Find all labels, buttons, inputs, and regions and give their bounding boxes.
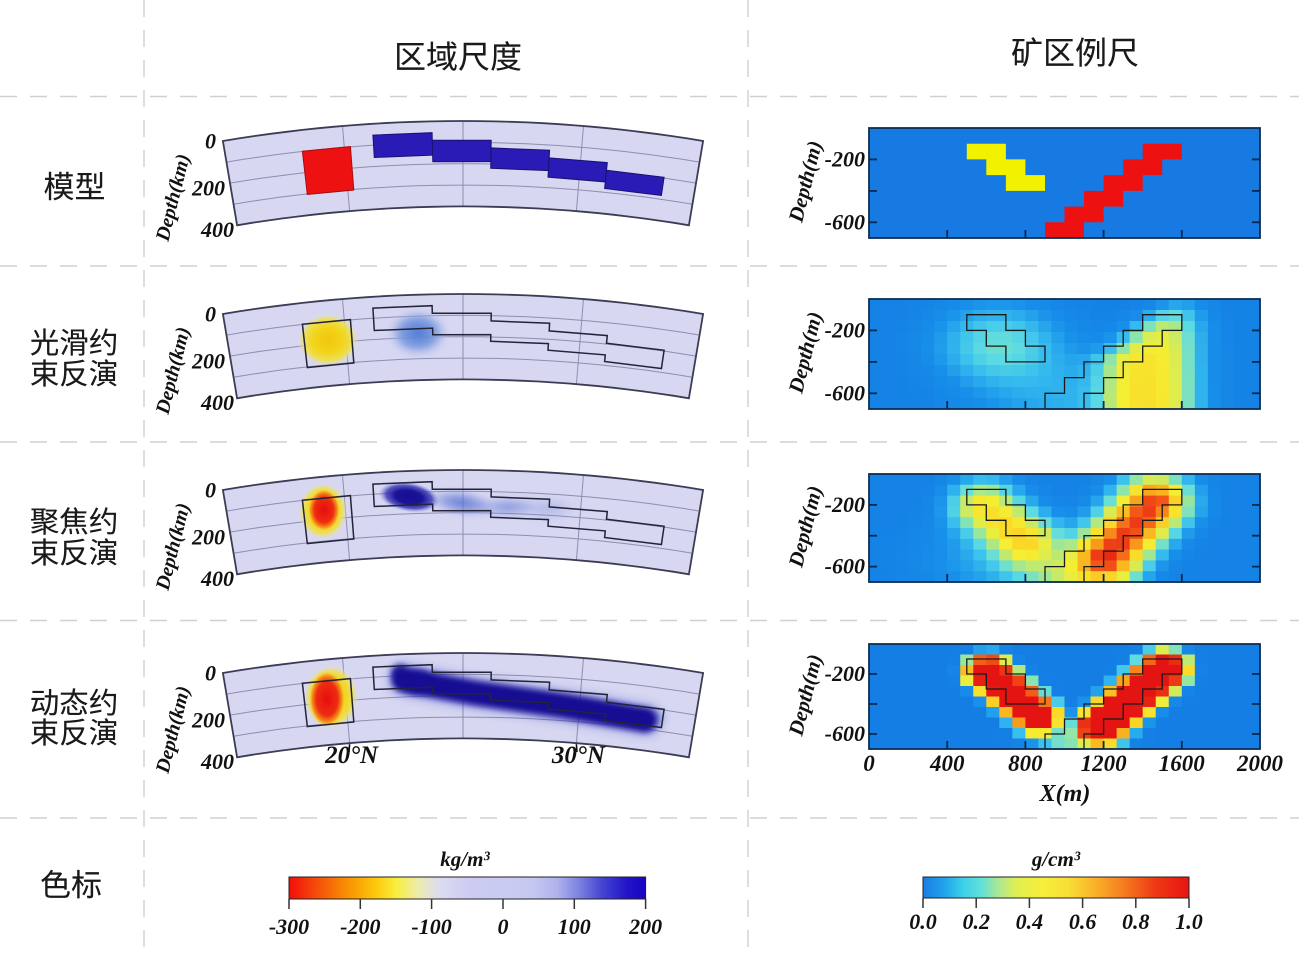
svg-text:-200: -200 (340, 914, 380, 939)
svg-text:200: 200 (191, 348, 225, 373)
svg-text:200: 200 (628, 914, 662, 939)
svg-text:200: 200 (191, 175, 225, 200)
svg-text:-600: -600 (825, 209, 865, 234)
svg-text:1200: 1200 (1081, 751, 1128, 776)
svg-text:400: 400 (200, 217, 234, 242)
svg-text:400: 400 (200, 749, 234, 774)
svg-text:0.0: 0.0 (909, 909, 937, 934)
svg-text:X(m): X(m) (1039, 781, 1091, 807)
svg-text:-200: -200 (825, 492, 865, 517)
svg-text:0.6: 0.6 (1069, 909, 1097, 934)
svg-text:-600: -600 (825, 380, 865, 405)
svg-text:20°N: 20°N (324, 742, 379, 769)
svg-text:kg/m³: kg/m³ (440, 847, 490, 871)
svg-text:0.8: 0.8 (1122, 909, 1150, 934)
svg-text:400: 400 (200, 390, 234, 415)
svg-text:0: 0 (205, 129, 216, 154)
svg-text:1.0: 1.0 (1175, 909, 1203, 934)
svg-text:400: 400 (929, 751, 965, 776)
svg-text:400: 400 (200, 566, 234, 591)
svg-text:0.2: 0.2 (962, 909, 990, 934)
svg-text:g/cm³: g/cm³ (1031, 847, 1081, 871)
svg-text:-200: -200 (825, 661, 865, 686)
svg-text:-600: -600 (825, 721, 865, 746)
svg-text:0: 0 (205, 478, 216, 503)
svg-text:-600: -600 (825, 554, 865, 579)
svg-text:-200: -200 (825, 146, 865, 171)
svg-text:0: 0 (205, 302, 216, 327)
svg-text:0: 0 (863, 751, 875, 776)
svg-text:0: 0 (205, 661, 216, 686)
svg-text:-300: -300 (269, 914, 309, 939)
svg-text:200: 200 (191, 524, 225, 549)
svg-text:-100: -100 (411, 914, 451, 939)
svg-text:100: 100 (558, 914, 591, 939)
svg-text:-200: -200 (825, 317, 865, 342)
svg-text:200: 200 (191, 707, 225, 732)
svg-text:30°N: 30°N (551, 742, 606, 769)
svg-text:800: 800 (1008, 751, 1043, 776)
svg-text:1600: 1600 (1159, 751, 1206, 776)
svg-text:0.4: 0.4 (1016, 909, 1044, 934)
svg-text:2000: 2000 (1236, 751, 1284, 776)
svg-text:0: 0 (498, 914, 509, 939)
